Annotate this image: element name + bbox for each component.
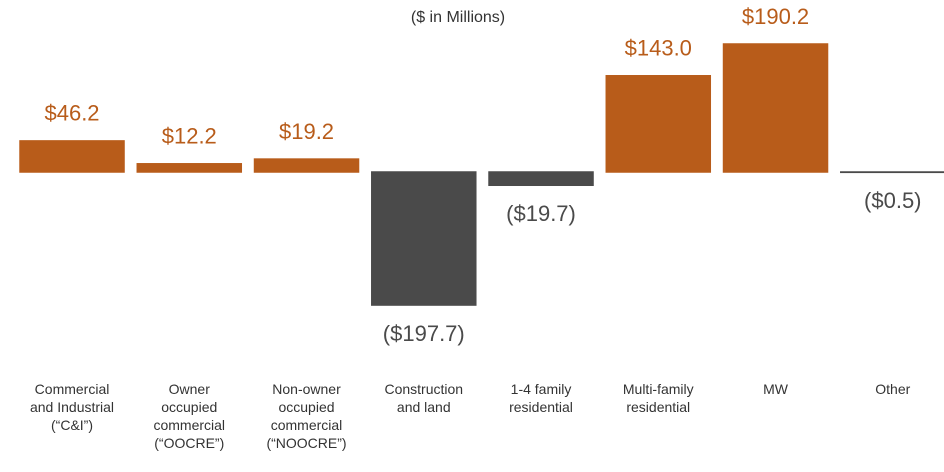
x-tick-label: Owner occupied commercial (“OOCRE”) (153, 381, 226, 451)
value-label: $19.2 (279, 119, 334, 144)
value-label: $46.2 (44, 101, 99, 126)
value-label: $190.2 (742, 4, 809, 29)
x-tick-label: Commercial and Industrial (“C&I”) (29, 381, 115, 433)
x-tick-label: Construction and land (384, 381, 464, 415)
bar (371, 171, 477, 306)
value-label: ($19.7) (506, 201, 576, 226)
x-tick-label: Non-owner occupied commercial (“NOOCRE”) (266, 381, 347, 451)
bar (488, 171, 594, 187)
bar (605, 75, 712, 173)
x-tick-label: 1-4 family residential (509, 381, 573, 415)
value-label: ($0.5) (864, 188, 921, 213)
value-label: $12.2 (162, 124, 217, 149)
x-tick-label: Multi-family residential (622, 381, 694, 415)
x-tick-label: MW (763, 381, 788, 397)
bar (253, 158, 360, 173)
bar (722, 43, 829, 173)
value-label: ($197.7) (383, 321, 465, 346)
bar (136, 163, 243, 173)
bar (19, 140, 125, 173)
x-tick-label: Other (875, 381, 911, 397)
chart-subtitle: ($ in Millions) (411, 9, 505, 26)
value-label: $143.0 (625, 36, 692, 61)
